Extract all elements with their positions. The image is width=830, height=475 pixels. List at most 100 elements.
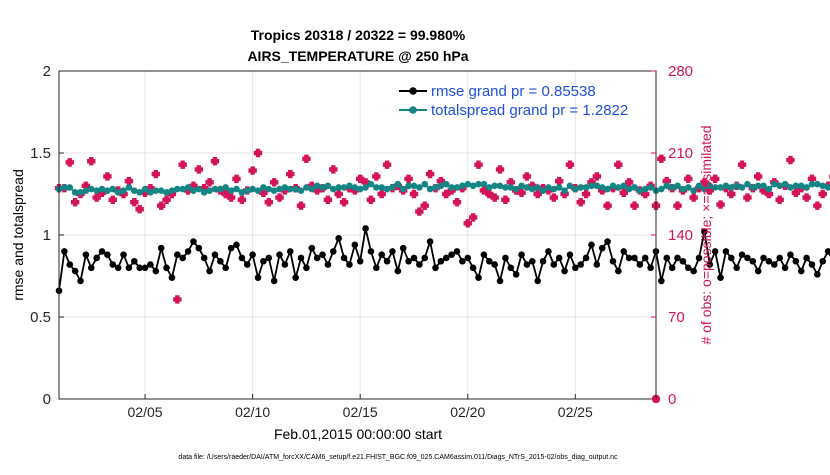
obs-count-marker (727, 189, 736, 199)
totalspread-point (641, 185, 649, 193)
x-tick-label: 02/15 (343, 404, 378, 420)
rmse-point (534, 277, 541, 285)
obs-count-marker (425, 169, 435, 179)
totalspread-point (760, 182, 767, 190)
totalspread-point (701, 185, 708, 193)
rmse-point (66, 261, 74, 268)
totalspread-point (389, 184, 396, 191)
rmse-point (604, 238, 611, 245)
ticks: 0 0.5 1 1.5 2 0 70 140 210 280 02/05 02/10 02/15 02/2… (30, 63, 693, 420)
rmse-point (437, 257, 445, 265)
obs-count-marker (565, 160, 575, 169)
y-tick-label-left: 1 (43, 227, 51, 244)
totalspread-point (453, 184, 461, 191)
x-tick-label: 02/10 (235, 404, 270, 420)
obs-count-marker (329, 165, 338, 174)
rmse-point (421, 254, 429, 262)
obs-count-marker (302, 154, 311, 164)
totalspread-point (200, 189, 208, 196)
totalspread-point (410, 182, 418, 190)
y-tick-label-left: 2 (43, 63, 51, 80)
rmse-point (249, 251, 256, 258)
rmse-point (195, 244, 203, 252)
obs-count-marker (764, 189, 774, 199)
totalspread-point (340, 184, 348, 191)
rmse-point (480, 251, 488, 258)
obs-count-marker (662, 176, 671, 186)
obs-count-marker (382, 160, 392, 169)
rmse-point (157, 244, 165, 252)
rmse-point (684, 264, 692, 272)
rmse-point (346, 261, 353, 268)
rmse-point (636, 261, 644, 268)
rmse-point (760, 254, 767, 262)
rmse-point (695, 254, 703, 262)
rmse-point (663, 254, 671, 262)
totalspread-point (625, 185, 633, 193)
obs-count-marker (689, 193, 698, 202)
obs-count-marker (802, 193, 811, 202)
rmse-point (217, 257, 224, 265)
totalspread-point (66, 184, 74, 191)
obs-count-marker (716, 200, 725, 209)
obs-count-marker (420, 201, 429, 210)
totalspread-point (733, 182, 740, 190)
totalspread-point (539, 187, 547, 195)
rmse-point (475, 274, 482, 281)
obs-count-marker (775, 195, 784, 205)
totalspread-point (706, 182, 714, 190)
rmse-point (313, 254, 321, 262)
totalspread-point (491, 182, 498, 190)
rmse-point (120, 251, 127, 258)
totalspread-point (658, 185, 665, 193)
totalspread-point (416, 184, 423, 191)
rmse-point (588, 241, 595, 249)
rmse-point (93, 254, 100, 262)
rmse-point (819, 257, 827, 265)
rmse-point (394, 267, 402, 275)
totalspread-point (717, 184, 724, 191)
obs-count-marker (506, 178, 515, 187)
totalspread-point (593, 182, 601, 190)
y-tick-label-left: 0 (43, 391, 51, 408)
totalspread-point (362, 184, 369, 191)
y-tick-label-right: 140 (668, 227, 693, 244)
obs-count-marker (522, 172, 532, 181)
totalspread-point (588, 182, 595, 190)
obs-count-marker (673, 201, 682, 210)
totalspread-point (722, 182, 730, 190)
rmse-point (792, 257, 800, 265)
totalspread-point (475, 180, 482, 188)
rmse-point (265, 254, 273, 262)
obs-count-marker (253, 148, 263, 158)
rmse-point (383, 257, 391, 265)
rmse-point (373, 264, 380, 272)
rmse-point (561, 267, 568, 275)
x-tick-label: 02/05 (128, 404, 163, 420)
rmse-point (545, 248, 552, 255)
chart-title: Tropics 20318 / 20322 = 99.980% (251, 27, 466, 43)
totalspread-point (636, 187, 644, 195)
obs-count-marker (549, 193, 559, 202)
totalspread-point (367, 180, 375, 188)
rmse-point (168, 274, 176, 281)
rmse-point (362, 225, 369, 232)
rmse-point (319, 251, 326, 258)
totalspread-point (152, 187, 160, 195)
totalspread-point (459, 182, 466, 190)
rmse-point (222, 264, 230, 272)
rmse-point (227, 244, 235, 252)
y-tick-label-left: 0.5 (30, 309, 51, 326)
totalspread-point (383, 185, 391, 193)
totalspread-point (663, 182, 671, 190)
rmse-point (71, 267, 79, 275)
obs-count-marker (581, 189, 591, 199)
rmse-point (141, 264, 149, 272)
series-layer (54, 148, 830, 404)
rmse-point (787, 251, 794, 258)
rmse-point (722, 248, 730, 255)
rmse-point (270, 277, 278, 285)
rmse-point (77, 277, 84, 285)
obs-count-marker (366, 195, 376, 205)
x-tick-label: 02/25 (558, 404, 593, 420)
